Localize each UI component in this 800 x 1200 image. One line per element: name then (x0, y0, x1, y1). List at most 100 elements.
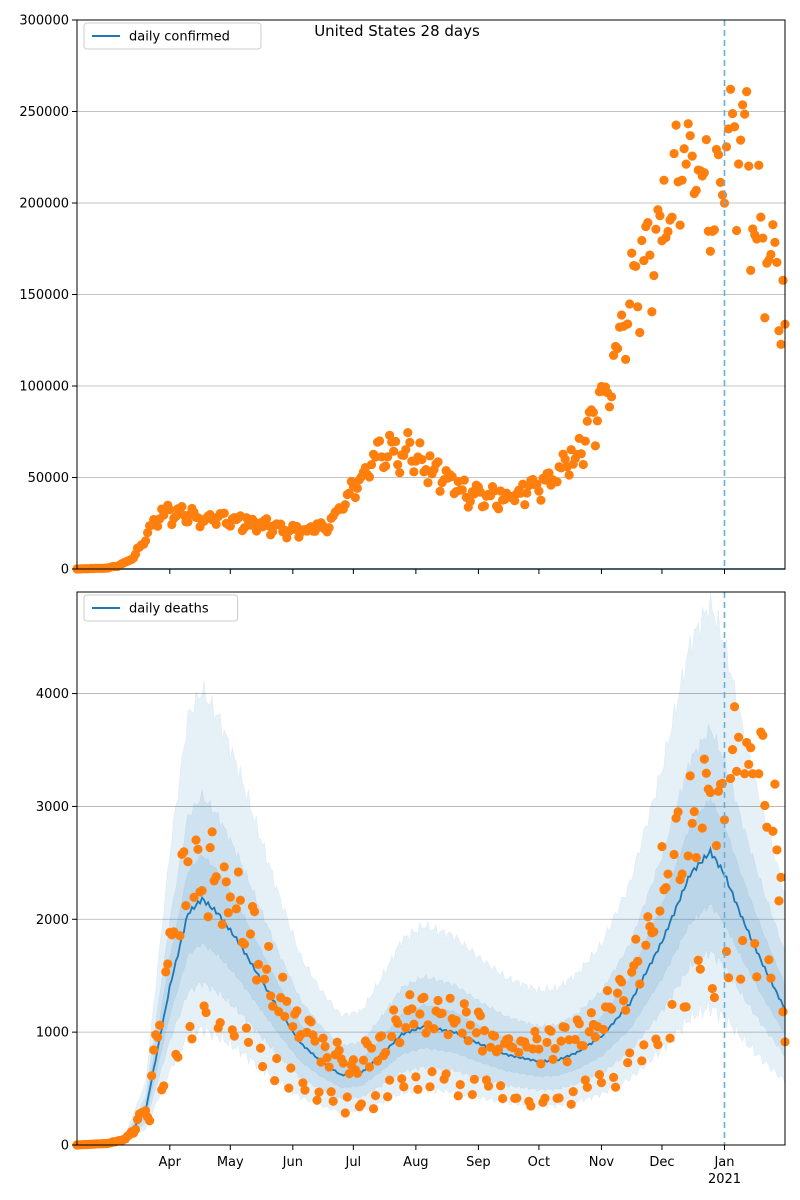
deaths-point (625, 1048, 635, 1058)
deaths-point (372, 1056, 383, 1066)
deaths-point (366, 1043, 377, 1053)
confirmed-point (671, 120, 681, 130)
confirmed-y-ticks: 0 50000 100000 150000 200000 250000 300000 (19, 14, 77, 578)
confirmed-point (647, 307, 657, 317)
deaths-point (717, 778, 728, 788)
deaths-point (617, 977, 627, 987)
confirmed-point (465, 496, 475, 506)
deaths-point (669, 849, 679, 860)
deaths-point (451, 1015, 461, 1026)
deaths-y-tick-label: 0 (61, 1139, 69, 1154)
deaths-point (383, 1092, 393, 1102)
deaths-legend-label: daily deaths (129, 602, 209, 617)
deaths-point (322, 1053, 332, 1063)
deaths-point (292, 1006, 302, 1016)
deaths-point (270, 1076, 280, 1086)
confirmed-point (560, 454, 570, 464)
deaths-point (433, 995, 443, 1006)
confirmed-point (746, 265, 756, 275)
confirmed-point (727, 108, 738, 119)
deaths-point (514, 1047, 524, 1058)
deaths-point (338, 1058, 348, 1068)
deaths-legend-box (83, 594, 239, 622)
confirmed-point (637, 235, 647, 246)
deaths-point (149, 1045, 159, 1055)
confirmed-gridlines (77, 19, 785, 570)
deaths-point (201, 1007, 211, 1018)
deaths-point (590, 1032, 600, 1042)
confirmed-y-tick-label: 250000 (19, 105, 69, 120)
deaths-point (752, 972, 762, 982)
deaths-point (183, 857, 193, 867)
confirmed-point (324, 523, 334, 533)
deaths-point (489, 1031, 500, 1041)
confirmed-point (635, 327, 645, 338)
deaths-point (207, 827, 217, 837)
confirmed-point (625, 299, 635, 309)
deaths-point (471, 1028, 481, 1038)
deaths-point (288, 1021, 298, 1032)
deaths-point (314, 1087, 324, 1097)
deaths-point (332, 1037, 342, 1047)
deaths-point (512, 1093, 522, 1103)
deaths-point (586, 1008, 596, 1018)
deaths-point (364, 1062, 375, 1072)
deaths-point (409, 1019, 419, 1029)
confirmed-point (177, 502, 187, 512)
confirmed-point (383, 452, 393, 462)
deaths-point (153, 1032, 163, 1042)
deaths-point (286, 1063, 296, 1073)
confirmed-y-tick-label: 100000 (19, 380, 69, 395)
x-tick-label: May (217, 1155, 244, 1170)
deaths-point (219, 862, 229, 872)
deaths-point (445, 993, 455, 1003)
confirmed-point (687, 151, 697, 161)
confirmed-point (645, 250, 655, 260)
x-tick-label: Jul (344, 1155, 361, 1170)
deaths-point (562, 1057, 572, 1067)
deaths-point (758, 730, 768, 741)
deaths-point (429, 1024, 439, 1034)
deaths-point (251, 975, 262, 985)
deaths-x-ticks: Apr May Jun Jul Aug Sep Oct Nov Dec Jan (159, 1145, 735, 1170)
deaths-point (746, 743, 756, 753)
x-tick-label: Nov (589, 1155, 615, 1170)
confirmed-x-ticks (169, 569, 725, 574)
deaths-point (130, 1124, 141, 1135)
deaths-point (342, 1092, 352, 1102)
confirmed-panel: 0 50000 100000 150000 200000 250000 300000 Uni… (19, 14, 790, 578)
deaths-point (596, 1078, 607, 1088)
confirmed-point (165, 505, 175, 515)
deaths-point (530, 1026, 540, 1037)
deaths-point (193, 844, 203, 854)
confirmed-point (262, 514, 272, 524)
confirmed-point (717, 190, 728, 200)
deaths-point (736, 974, 746, 984)
deaths-point (320, 1041, 330, 1052)
deaths-point (701, 768, 711, 778)
confirmed-point (374, 436, 385, 446)
deaths-point (173, 1052, 183, 1062)
confirmed-point (576, 449, 586, 459)
x-tick-label: Jun (282, 1155, 303, 1170)
confirmed-point (395, 468, 405, 478)
confirmed-y-tick-label: 150000 (19, 288, 69, 303)
deaths-point (713, 786, 724, 796)
year-label: 2021 (708, 1172, 741, 1187)
deaths-point (399, 1082, 409, 1092)
deaths-point (667, 999, 677, 1010)
deaths-point (455, 1079, 465, 1090)
deaths-point (725, 773, 736, 784)
x-tick-label: Dec (649, 1155, 674, 1170)
confirmed-point (639, 255, 649, 266)
confirmed-point (350, 492, 360, 503)
confirmed-point (675, 220, 685, 230)
x-tick-label: Sep (466, 1155, 491, 1170)
deaths-point (608, 1072, 619, 1083)
confirmed-point (705, 246, 715, 256)
confirmed-point (211, 519, 221, 529)
deaths-point (318, 1033, 328, 1043)
deaths-point (147, 1071, 157, 1081)
deaths-point (554, 1093, 564, 1103)
